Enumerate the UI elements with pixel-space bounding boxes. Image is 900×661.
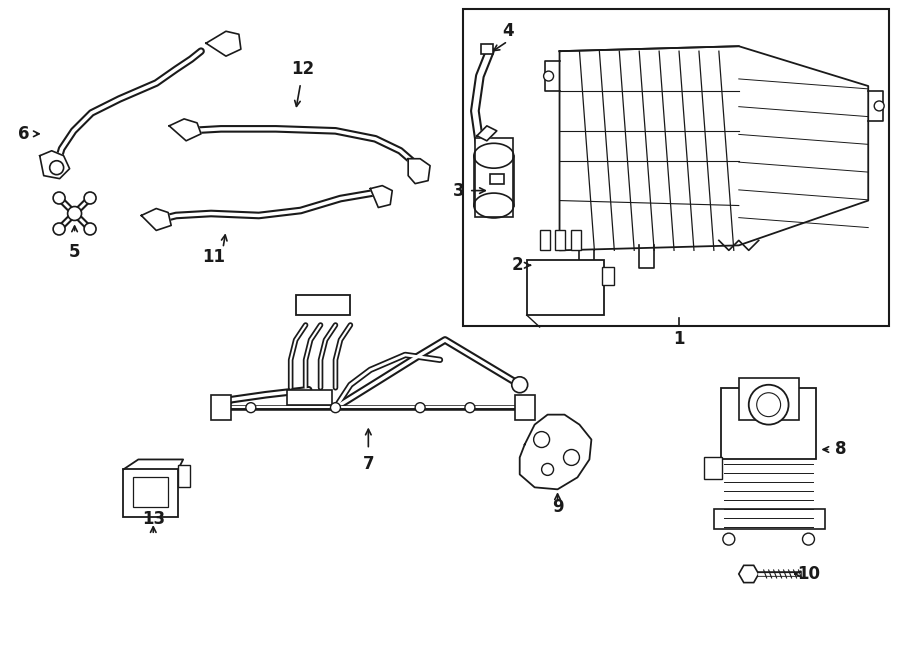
Bar <box>481 44 493 54</box>
Bar <box>739 378 798 420</box>
Circle shape <box>534 432 550 447</box>
Bar <box>515 395 535 420</box>
Bar <box>554 231 564 251</box>
Bar <box>704 457 722 479</box>
Bar <box>178 465 190 487</box>
Bar <box>133 477 168 507</box>
Bar <box>721 388 816 459</box>
Polygon shape <box>477 126 497 141</box>
Circle shape <box>874 101 884 111</box>
Text: 4: 4 <box>502 22 514 40</box>
Circle shape <box>53 192 65 204</box>
Circle shape <box>757 393 780 416</box>
Text: 6: 6 <box>18 125 30 143</box>
Bar <box>296 295 350 315</box>
Text: 2: 2 <box>512 256 524 274</box>
Circle shape <box>749 385 788 424</box>
Text: 13: 13 <box>141 510 165 528</box>
Polygon shape <box>206 31 241 56</box>
Circle shape <box>53 223 65 235</box>
Circle shape <box>84 192 96 204</box>
Bar <box>714 509 825 529</box>
Circle shape <box>544 71 554 81</box>
Bar <box>211 395 231 420</box>
Text: 8: 8 <box>834 440 846 459</box>
Circle shape <box>68 206 82 221</box>
Circle shape <box>803 533 815 545</box>
Circle shape <box>415 403 425 412</box>
Text: 7: 7 <box>363 455 374 473</box>
Circle shape <box>246 403 256 412</box>
Bar <box>123 469 178 517</box>
Bar <box>463 9 889 326</box>
Circle shape <box>512 377 527 393</box>
Polygon shape <box>169 119 201 141</box>
Polygon shape <box>141 208 171 231</box>
Text: 11: 11 <box>202 249 226 266</box>
Bar <box>475 137 513 217</box>
Polygon shape <box>40 151 69 178</box>
Text: 5: 5 <box>68 243 80 261</box>
Text: 1: 1 <box>673 330 685 348</box>
Circle shape <box>84 223 96 235</box>
Text: 12: 12 <box>291 60 314 78</box>
Bar <box>540 231 550 251</box>
Bar <box>572 231 581 251</box>
Polygon shape <box>409 159 430 184</box>
Bar <box>287 390 331 405</box>
Polygon shape <box>739 565 759 582</box>
Polygon shape <box>370 186 392 208</box>
Circle shape <box>563 449 580 465</box>
Text: 9: 9 <box>552 498 563 516</box>
Polygon shape <box>519 414 591 489</box>
Bar <box>490 174 504 184</box>
Circle shape <box>330 403 340 412</box>
Bar <box>602 267 615 285</box>
Bar <box>526 260 604 315</box>
Circle shape <box>465 403 475 412</box>
Circle shape <box>50 161 64 175</box>
Polygon shape <box>560 46 868 251</box>
Circle shape <box>542 463 554 475</box>
Circle shape <box>723 533 734 545</box>
Text: 10: 10 <box>797 565 820 583</box>
Text: 3: 3 <box>453 182 464 200</box>
